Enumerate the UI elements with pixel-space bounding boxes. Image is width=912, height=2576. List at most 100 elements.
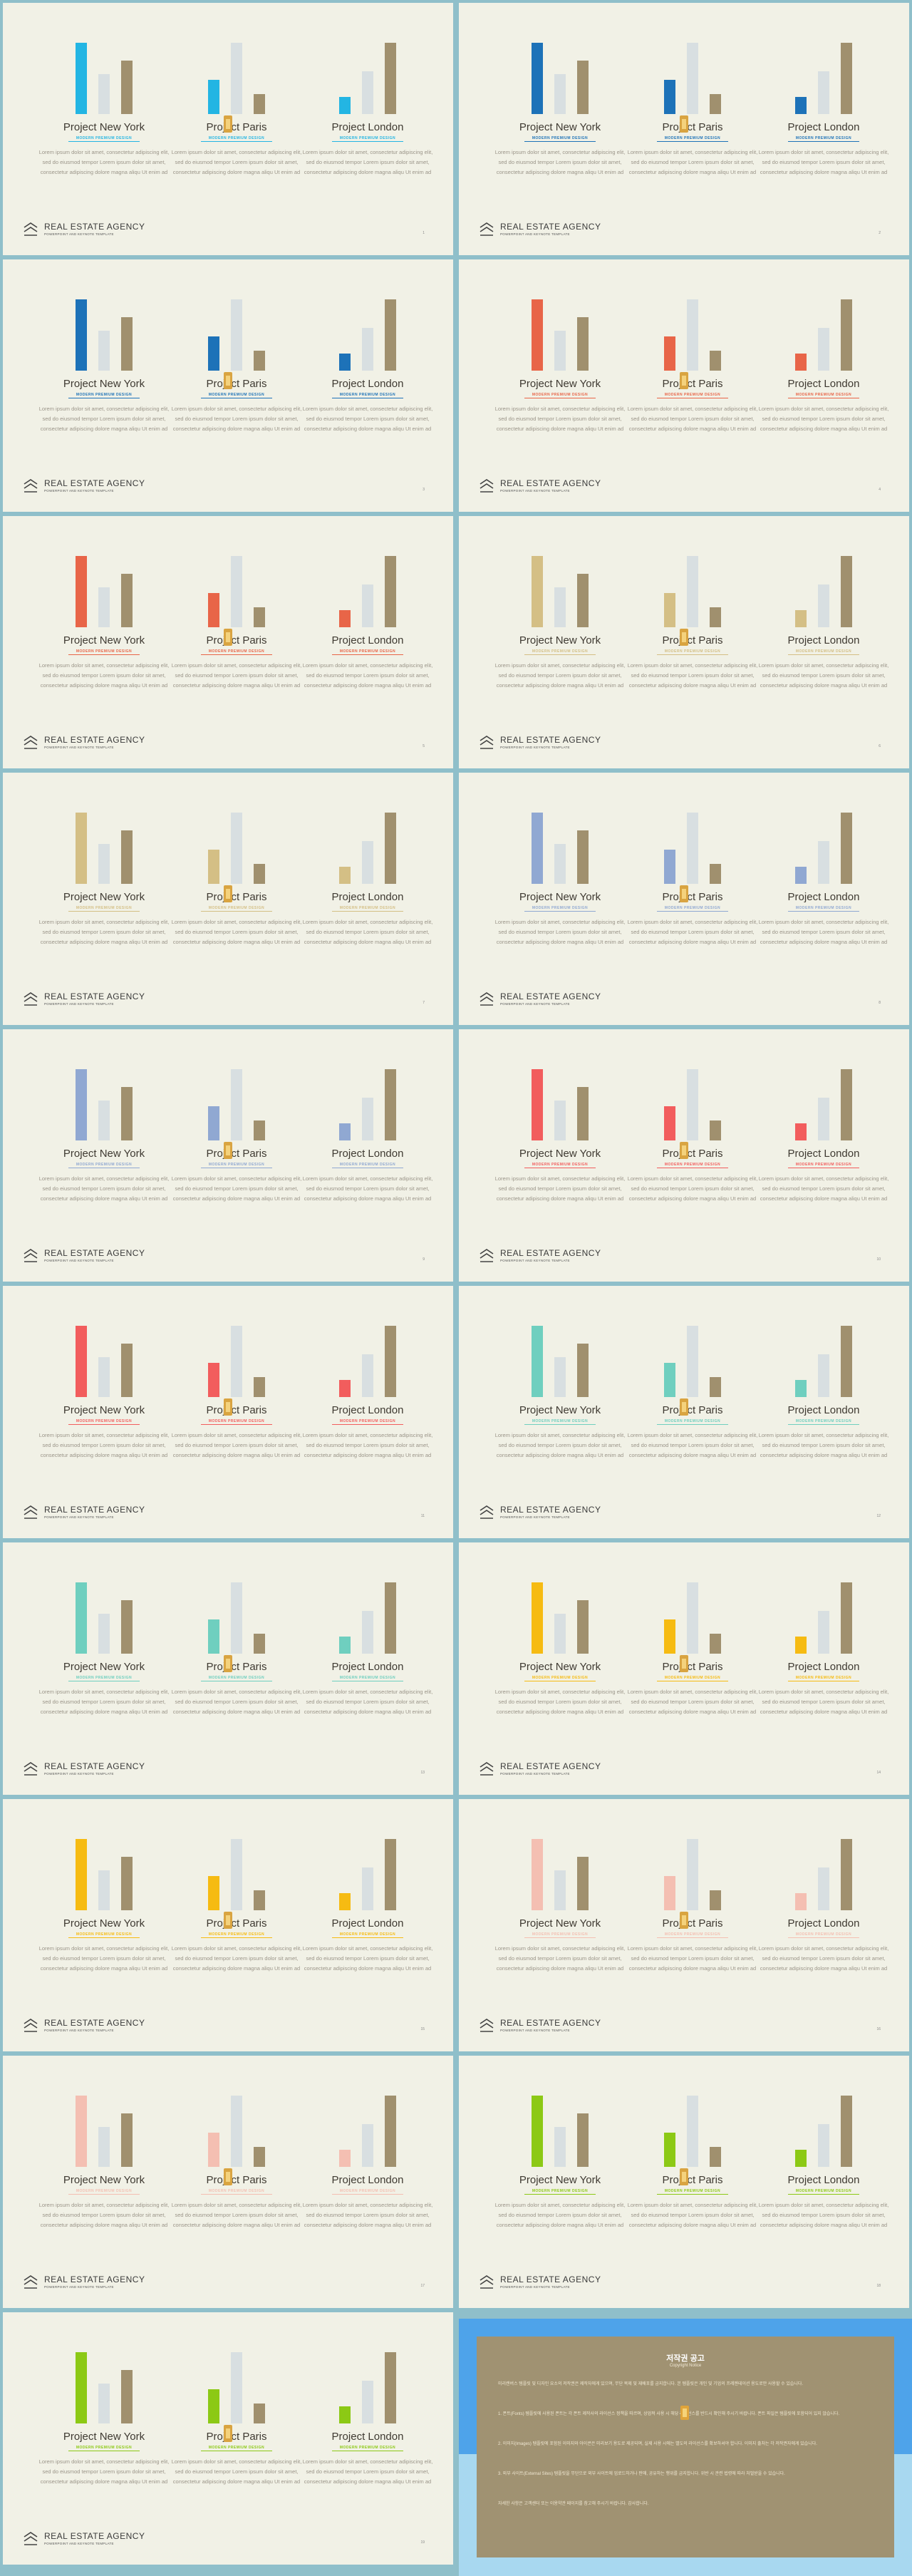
chart-bar xyxy=(664,1876,675,1910)
slide[interactable]: Project New York MODERN PREMIUM DESIGN Lor… xyxy=(3,3,453,255)
chart-bar xyxy=(121,830,133,884)
agency-tagline: POWERPOINT AND KEYNOTE TEMPLATE xyxy=(500,1002,570,1006)
project-column: Project New York MODERN PREMIUM DESIGN Lor… xyxy=(489,516,631,768)
bar-chart xyxy=(489,1029,631,1140)
chart-bar xyxy=(231,299,242,371)
chart-bar xyxy=(208,593,219,627)
slide[interactable]: Project New York MODERN PREMIUM DESIGN Lor… xyxy=(459,2056,909,2308)
chart-bar xyxy=(795,1893,807,1910)
copyright-slide[interactable]: 저작권 공고 Copyright Notice 미리캔버스 템플릿 및 디자인 … xyxy=(459,2319,912,2576)
slide[interactable]: Project New York MODERN PREMIUM DESIGN Lor… xyxy=(459,1286,909,1538)
bar-chart xyxy=(165,2312,308,2423)
chart-bar xyxy=(339,2150,351,2167)
project-description: Lorem ipsum dolor sit amet, consectetur … xyxy=(171,662,302,689)
project-description: Lorem ipsum dolor sit amet, consectetur … xyxy=(302,1689,433,1715)
coin-icon xyxy=(680,629,688,646)
project-title: Project London xyxy=(331,378,404,390)
bar-chart xyxy=(33,2312,175,2423)
slide[interactable]: Project New York MODERN PREMIUM DESIGN Lor… xyxy=(3,773,453,1025)
project-description: Lorem ipsum dolor sit amet, consectetur … xyxy=(171,1175,302,1202)
project-subtitle: MODERN PREMIUM DESIGN xyxy=(664,393,721,397)
agency-name: REAL ESTATE AGENCY xyxy=(500,991,601,1001)
project-column: Project London MODERN PREMIUM DESIGN Lorem… xyxy=(296,1799,439,2051)
chart-bar xyxy=(98,1101,110,1140)
accent-divider xyxy=(201,911,272,912)
slide[interactable]: Project New York MODERN PREMIUM DESIGN Lor… xyxy=(3,1286,453,1538)
chart-bar xyxy=(818,1611,829,1654)
chart-bar xyxy=(76,813,87,884)
chart-bar xyxy=(98,2384,110,2423)
chart-bar xyxy=(841,556,852,627)
slide[interactable]: Project New York MODERN PREMIUM DESIGN Lor… xyxy=(459,1542,909,1795)
chart-bar xyxy=(841,2096,852,2167)
slide[interactable]: Project New York MODERN PREMIUM DESIGN Lor… xyxy=(459,516,909,768)
project-description: Lorem ipsum dolor sit amet, consectetur … xyxy=(38,149,170,175)
project-column: Project New York MODERN PREMIUM DESIGN Lor… xyxy=(489,3,631,255)
chart-bar xyxy=(362,328,373,371)
chart-bar xyxy=(76,1326,87,1397)
chart-bar xyxy=(121,61,133,114)
project-subtitle: MODERN PREMIUM DESIGN xyxy=(339,393,396,397)
agency-name: REAL ESTATE AGENCY xyxy=(500,222,601,232)
accent-divider xyxy=(524,1424,596,1425)
project-title: Project New York xyxy=(519,1404,601,1416)
agency-logo-icon xyxy=(24,1505,38,1519)
chart-bar xyxy=(362,841,373,884)
project-column: Project Paris MODERN PREMIUM DESIGN Lorem … xyxy=(165,3,308,255)
chart-bar xyxy=(76,43,87,114)
chart-bar xyxy=(577,2113,589,2167)
project-subtitle: MODERN PREMIUM DESIGN xyxy=(339,1163,396,1167)
chart-bar xyxy=(710,1890,721,1910)
project-description: Lorem ipsum dolor sit amet, consectetur … xyxy=(494,919,626,945)
project-title: Project Paris xyxy=(206,2431,267,2443)
project-subtitle: MODERN PREMIUM DESIGN xyxy=(795,649,852,654)
slide[interactable]: Project New York MODERN PREMIUM DESIGN Lor… xyxy=(459,1799,909,2051)
project-description: Lorem ipsum dolor sit amet, consectetur … xyxy=(171,149,302,175)
project-title: Project New York xyxy=(519,2174,601,2186)
bar-chart xyxy=(489,1542,631,1654)
chart-bar xyxy=(554,844,566,884)
slide[interactable]: Project New York MODERN PREMIUM DESIGN Lor… xyxy=(459,773,909,1025)
chart-bar xyxy=(385,2096,396,2167)
bar-chart xyxy=(489,2056,631,2167)
project-subtitle: MODERN PREMIUM DESIGN xyxy=(664,1676,721,1680)
accent-divider xyxy=(657,2194,728,2195)
bar-chart xyxy=(752,1799,895,1910)
slide[interactable]: Project New York MODERN PREMIUM DESIGN Lor… xyxy=(3,516,453,768)
slide[interactable]: Project New York MODERN PREMIUM DESIGN Lor… xyxy=(3,1542,453,1795)
chart-bar xyxy=(208,850,219,884)
agency-tagline: POWERPOINT AND KEYNOTE TEMPLATE xyxy=(44,2285,114,2289)
project-description: Lorem ipsum dolor sit amet, consectetur … xyxy=(758,149,889,175)
coin-icon xyxy=(224,1398,232,1416)
chart-bar xyxy=(795,97,807,114)
slide[interactable]: Project New York MODERN PREMIUM DESIGN Lor… xyxy=(459,1029,909,1282)
project-subtitle: MODERN PREMIUM DESIGN xyxy=(532,1163,589,1167)
project-column: Project London MODERN PREMIUM DESIGN Lorem… xyxy=(752,3,895,255)
slide[interactable]: Project New York MODERN PREMIUM DESIGN Lor… xyxy=(3,1799,453,2051)
chart-bar xyxy=(577,1600,589,1654)
chart-bar xyxy=(710,94,721,114)
project-title: Project New York xyxy=(63,1661,145,1673)
project-title: Project London xyxy=(787,1661,860,1673)
slide[interactable]: Project New York MODERN PREMIUM DESIGN Lor… xyxy=(459,259,909,512)
project-title: Project Paris xyxy=(206,1148,267,1160)
agency-logo-icon xyxy=(480,736,494,749)
slide[interactable]: Project New York MODERN PREMIUM DESIGN Lor… xyxy=(3,1029,453,1282)
project-column: Project New York MODERN PREMIUM DESIGN Lor… xyxy=(489,1799,631,2051)
slide[interactable]: Project New York MODERN PREMIUM DESIGN Lor… xyxy=(3,2056,453,2308)
agency-name: REAL ESTATE AGENCY xyxy=(44,1248,145,1258)
agency-name: REAL ESTATE AGENCY xyxy=(44,1505,145,1515)
project-subtitle: MODERN PREMIUM DESIGN xyxy=(76,1163,133,1167)
agency-logo-icon xyxy=(24,2019,38,2032)
slide[interactable]: Project New York MODERN PREMIUM DESIGN Lor… xyxy=(3,259,453,512)
accent-divider xyxy=(788,1424,859,1425)
chart-bar xyxy=(208,1106,219,1140)
coin-icon xyxy=(224,1655,232,1672)
project-description: Lorem ipsum dolor sit amet, consectetur … xyxy=(627,1689,758,1715)
project-title: Project London xyxy=(331,2174,404,2186)
project-subtitle: MODERN PREMIUM DESIGN xyxy=(339,2446,396,2450)
slide[interactable]: Project New York MODERN PREMIUM DESIGN Lor… xyxy=(3,2312,453,2565)
agency-logo-icon xyxy=(480,1762,494,1776)
chart-bar xyxy=(121,1087,133,1140)
slide[interactable]: Project New York MODERN PREMIUM DESIGN Lor… xyxy=(459,3,909,255)
